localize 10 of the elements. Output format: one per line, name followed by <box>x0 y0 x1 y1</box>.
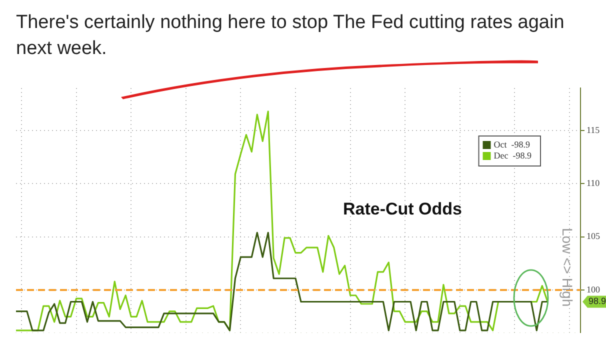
y-tick-label: 105 <box>586 231 600 242</box>
annotation: Rate-Cut Odds <box>343 200 462 219</box>
y-tick-label: 100 <box>586 284 600 294</box>
y-axis-title: Low <> High <box>560 228 576 307</box>
y-tick-label: 110 <box>586 178 600 188</box>
chart-title: There's certainly nothing here to stop The Fed cutting rates again next week. <box>16 11 566 61</box>
legend-label: Dec -98.9 <box>494 150 532 160</box>
legend-label: Oct -98.9 <box>494 139 531 150</box>
text: 98.9 <box>588 296 606 306</box>
y-tick-label: 115 <box>586 124 600 135</box>
